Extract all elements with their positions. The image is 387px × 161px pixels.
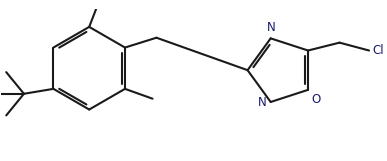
- Text: Cl: Cl: [372, 44, 384, 57]
- Text: N: N: [267, 21, 276, 34]
- Text: O: O: [311, 93, 320, 106]
- Text: N: N: [258, 96, 267, 109]
